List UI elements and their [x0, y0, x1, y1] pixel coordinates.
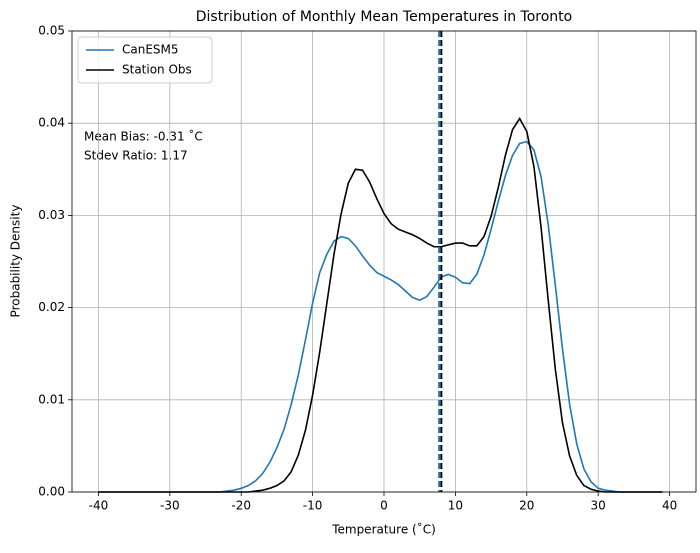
y-tick-label: 0.01 [38, 392, 65, 406]
y-tick-label: 0.04 [38, 116, 65, 130]
x-tick-label: 20 [519, 499, 534, 513]
y-tick-label: 0.02 [38, 300, 65, 314]
line-series [98, 117, 663, 493]
y-axis-label: Probability Density [9, 205, 23, 318]
y-tick-label: 0.00 [38, 485, 65, 499]
x-tick-label: 30 [591, 499, 606, 513]
legend-label: CanESM5 [122, 43, 179, 57]
legend-label: Station Obs [122, 63, 192, 77]
annotation: Stdev Ratio: 1.17 [84, 149, 188, 163]
legend-box [77, 36, 213, 84]
x-tick-label: -20 [231, 499, 251, 513]
y-tick-label: 0.03 [38, 208, 65, 222]
x-tick-label: -10 [303, 499, 323, 513]
x-tick-label: -40 [89, 499, 109, 513]
x-tick-label: -30 [160, 499, 180, 513]
x-axis-label: Temperature (˚C) [331, 522, 436, 537]
line-series [98, 140, 663, 493]
y-tick-label: 0.05 [38, 24, 65, 38]
x-tick-label: 40 [662, 499, 677, 513]
plot-frame [71, 30, 697, 493]
x-tick-label: 10 [448, 499, 463, 513]
x-tick-label: 0 [380, 499, 388, 513]
chart-title: Distribution of Monthly Mean Temperature… [196, 9, 573, 25]
annotation: Mean Bias: -0.31 ˚C [84, 129, 203, 144]
